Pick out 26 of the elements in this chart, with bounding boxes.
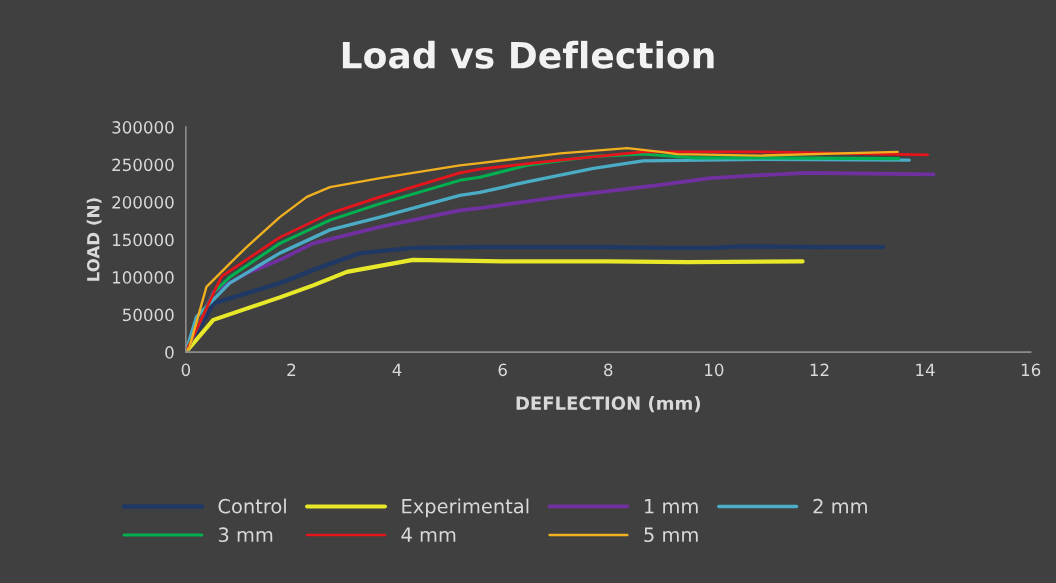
y-tick-label: 300000 [112, 121, 174, 134]
y-tick-label: 150000 [112, 233, 174, 247]
y-axis-title: LOAD (N) [86, 198, 102, 281]
legend-label: Experimental [402, 498, 529, 518]
legend-label: 1 mm [645, 499, 698, 514]
y-tick-label: 50000 [123, 308, 174, 322]
legend-label: 5 mm [644, 527, 698, 543]
x-tick-label: 0 [181, 363, 191, 377]
x-axis-title: DEFLECTION (mm) [516, 396, 701, 413]
legend-label: 2 mm [813, 498, 867, 514]
legend-label: 3 mm [218, 527, 273, 543]
legend-label: 4 mm [401, 527, 456, 542]
x-tick-label: 16 [1021, 363, 1041, 377]
x-tick-label: 4 [392, 363, 402, 376]
y-tick-label: 100000 [112, 271, 174, 284]
y-tick-label: 250000 [112, 158, 174, 172]
y-tick-label: 0 [165, 346, 174, 359]
x-tick-label: 14 [916, 363, 935, 376]
legend-label: Control [218, 498, 286, 514]
x-tick-label: 6 [498, 363, 507, 377]
y-tick-label: 200000 [112, 196, 174, 209]
x-tick-label: 10 [705, 363, 724, 377]
x-tick-label: 8 [604, 363, 613, 377]
chart-title: Load vs Deflection [342, 40, 714, 69]
x-tick-label: 2 [287, 363, 296, 376]
x-tick-label: 12 [810, 363, 829, 376]
